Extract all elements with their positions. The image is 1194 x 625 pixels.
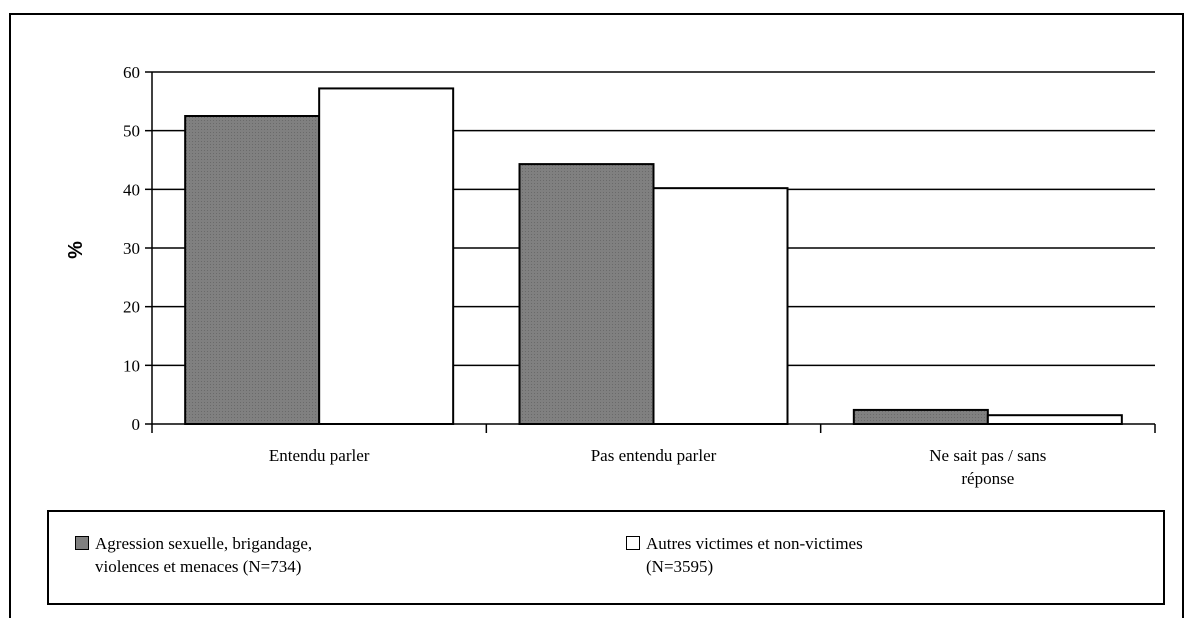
bar-series-1-1 [518, 163, 655, 426]
y-tick-label: 10 [123, 356, 140, 375]
x-tick-labels: Entendu parler Pas entendu parler Ne sait … [269, 446, 1046, 488]
y-axis-label: % [65, 241, 87, 259]
legend: Agression sexuelle, brigandage, violence… [47, 510, 1165, 605]
y-tick-labels: 0 10 20 30 40 50 60 [123, 63, 140, 434]
legend-label-series-1: Agression sexuelle, brigandage, violence… [95, 534, 313, 576]
legend-item-series-2: Autres victimes et non-victimes (N=3595) [626, 532, 863, 578]
legend-swatch-series-1 [75, 536, 89, 550]
bar-series-2-0 [318, 87, 455, 425]
legend-item-series-1: Agression sexuelle, brigandage, violence… [75, 532, 312, 578]
chart-frame [9, 13, 1184, 618]
bar-series-1-0 [184, 115, 321, 425]
x-tick-label: Entendu parler [269, 446, 370, 465]
bar-chart: 0 10 20 30 40 50 60 Entendu parler Pas entendu … [65, 63, 1156, 488]
y-tick-label: 20 [123, 298, 140, 317]
bar-series-2-1 [652, 187, 789, 425]
bar-series-1-2 [852, 408, 989, 426]
axes [145, 71, 1156, 433]
y-tick-label: 60 [123, 63, 140, 82]
x-tick-label: réponse [961, 469, 1014, 488]
y-tick-label: 40 [123, 180, 140, 199]
legend-swatch-series-2 [626, 536, 640, 550]
bar-series-2-2 [986, 414, 1123, 426]
x-tick-label: Pas entendu parler [591, 446, 717, 465]
bars [184, 87, 1123, 426]
legend-label-series-2: Autres victimes et non-victimes (N=3595) [646, 534, 863, 576]
y-tick-label: 0 [132, 415, 141, 434]
x-tick-label: Ne sait pas / sans [929, 446, 1046, 465]
y-tick-label: 30 [123, 239, 140, 258]
y-tick-label: 50 [123, 122, 140, 141]
